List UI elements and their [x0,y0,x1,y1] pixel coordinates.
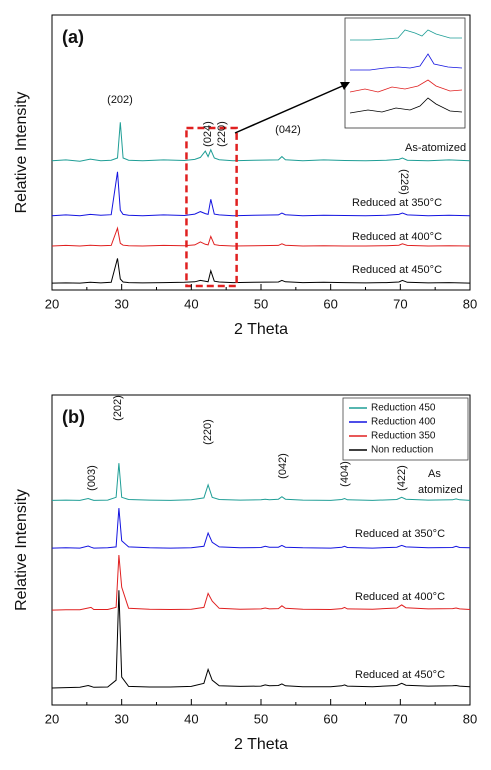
annotation: Reduced at 350°C [352,197,442,209]
xrd-trace [51,258,471,284]
xrd-trace [51,122,471,162]
annotation: As-atomized [405,142,466,154]
annotation: Reduced at 450°C [352,264,442,276]
xrd-trace [51,463,471,501]
x-tick-label: 40 [184,296,198,311]
annotation: Reduced at 450°C [355,669,445,681]
annotation: (042) [275,124,301,136]
annotation: As [428,468,441,480]
annotation: (003) [86,465,98,491]
annotation: (042) [277,453,289,479]
xrd-trace [51,590,471,689]
x-tick-label: 30 [114,711,128,726]
annotation: Reduced at 400°C [352,231,442,243]
x-tick-label: 40 [184,711,198,726]
arrow-head [340,82,350,90]
annotation: (404) [339,461,351,487]
panel: 20 30 40 50 60 70 80 (a) 2 Theta Relative Intensi… [13,14,477,338]
xrd-trace [51,554,471,611]
x-tick-label: 50 [254,711,268,726]
annotation: atomized [418,484,463,496]
legend-label: Non reduction [371,445,433,456]
legend-label: Reduction 400 [371,417,436,428]
y-axis-title: Relative Intensity [13,92,30,214]
panel-label: (b) [62,407,85,427]
annotation: (202) [107,94,133,106]
x-tick-label: 50 [254,296,268,311]
annotation: (422) [396,465,408,491]
x-tick-label: 70 [393,711,407,726]
annotation: (220) [216,121,228,147]
inset-trace [350,53,463,71]
inset-trace [350,29,462,41]
x-tick-label: 80 [463,711,477,726]
annotation: (226) [398,169,410,195]
annotation: Reduced at 400°C [355,591,445,603]
inset-frame [344,17,466,129]
annotation: (202) [112,395,124,421]
x-axis-title: 2 Theta [234,321,288,338]
xrd-trace [51,226,471,247]
panel-label: (a) [62,27,84,47]
inset-trace [349,97,463,114]
x-tick-label: 60 [323,711,337,726]
panel: 20 30 40 50 60 70 80 Reduction 450 Reduction 400… [13,394,477,753]
x-tick-label: 30 [114,296,128,311]
y-axis-title: Relative Intensity [13,489,30,611]
legend-label: Reduction 450 [371,403,436,414]
x-tick-label: 60 [323,296,337,311]
highlight-box [185,126,238,288]
arrow [234,83,348,134]
annotation: (024) [202,121,214,147]
x-tick-label: 80 [463,296,477,311]
x-tick-label: 70 [393,296,407,311]
inset [344,17,466,129]
xrd-trace [51,171,471,217]
x-axis-title: 2 Theta [234,736,288,753]
x-tick-label: 20 [45,711,59,726]
legend-label: Reduction 350 [371,431,436,442]
x-tick-label: 20 [45,296,59,311]
annotation: (220) [202,419,214,445]
annotation: Reduced at 350°C [355,528,445,540]
inset-trace [349,79,463,93]
xrd-trace [51,508,471,549]
